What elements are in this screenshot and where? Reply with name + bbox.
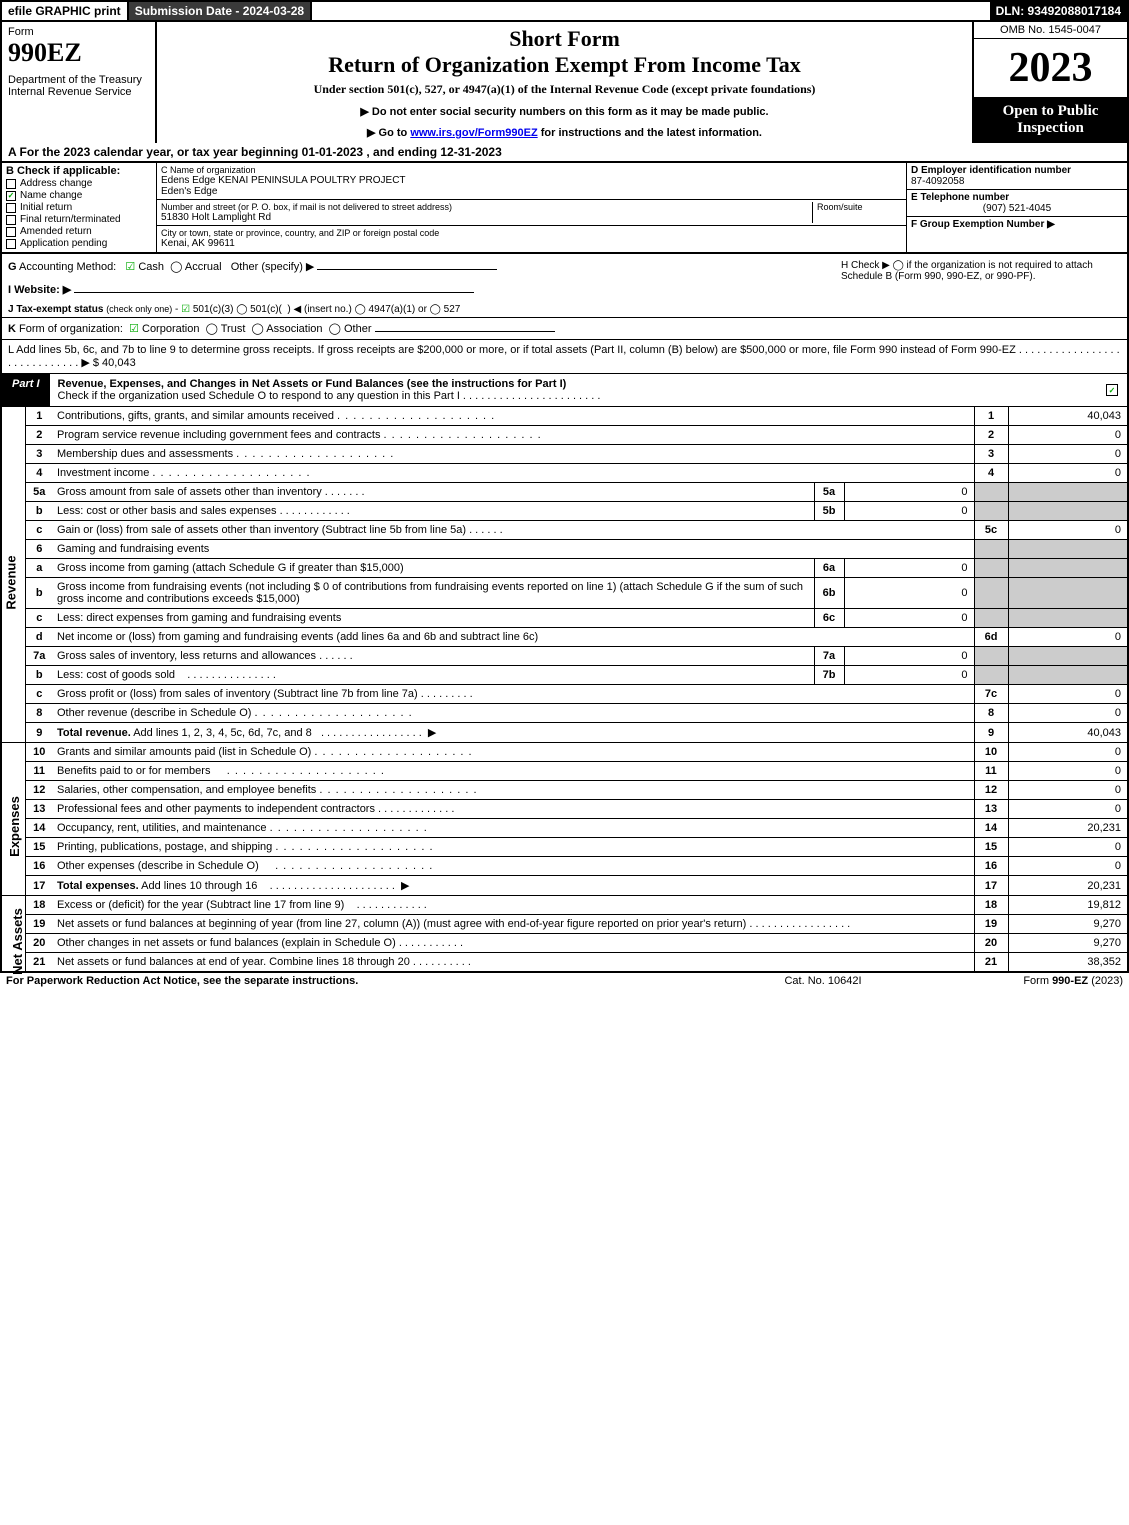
footer: For Paperwork Reduction Act Notice, see … [0, 973, 1129, 989]
irs-link[interactable]: www.irs.gov/Form990EZ [410, 127, 537, 139]
check-initial-return[interactable] [6, 203, 16, 213]
row-k: K Form of organization: ☑ Corporation ◯ … [0, 318, 1129, 340]
row-l-text: L Add lines 5b, 6c, and 7b to line 9 to … [8, 344, 1120, 369]
section-def: D Employer identification number 87-4092… [907, 163, 1127, 252]
box-1: 1 [974, 407, 1008, 426]
title-return: Return of Organization Exempt From Incom… [161, 52, 968, 78]
instr-ssn: ▶ Do not enter social security numbers o… [161, 105, 968, 118]
org-name-label: C Name of organization [161, 165, 902, 175]
label-initial-return: Initial return [20, 202, 72, 213]
netassets-side-label: Net Assets [1, 896, 25, 973]
efile-print-label[interactable]: efile GRAPHIC print [2, 2, 129, 20]
check-address-change[interactable] [6, 179, 16, 189]
form-label: Form [8, 26, 149, 38]
street-label: Number and street (or P. O. box, if mail… [161, 202, 812, 212]
section-b-label: B Check if applicable: [6, 165, 152, 177]
label-final-return: Final return/terminated [20, 214, 121, 225]
part1-title: Revenue, Expenses, and Changes in Net As… [50, 374, 1097, 406]
ein-value: 87-4092058 [911, 176, 1123, 187]
instr-link: ▶ Go to www.irs.gov/Form990EZ for instru… [161, 126, 968, 139]
submission-date: Submission Date - 2024-03-28 [129, 2, 312, 20]
check-application-pending[interactable] [6, 239, 16, 249]
label-amended-return: Amended return [20, 226, 92, 237]
footer-left: For Paperwork Reduction Act Notice, see … [6, 975, 723, 987]
part1-header: Part I Revenue, Expenses, and Changes in… [0, 374, 1129, 407]
val-1: 40,043 [1008, 407, 1128, 426]
city-value: Kenai, AK 99611 [161, 238, 902, 249]
section-c: C Name of organization Edens Edge KENAI … [157, 163, 907, 252]
label-application-pending: Application pending [20, 238, 107, 249]
revenue-side-label: Revenue [1, 407, 25, 743]
label-address-change: Address change [20, 178, 92, 189]
check-amended-return[interactable] [6, 227, 16, 237]
room-label: Room/suite [817, 202, 902, 212]
footer-right: Form 990-EZ (2023) [923, 975, 1123, 987]
footer-center: Cat. No. 10642I [723, 975, 923, 987]
open-inspection: Open to Public Inspection [974, 97, 1127, 143]
section-h: H Check ▶ ◯ if the organization is not r… [841, 260, 1121, 296]
website-row: I Website: ▶ [8, 283, 841, 296]
omb-number: OMB No. 1545-0047 [974, 22, 1127, 39]
ln-1: 1 [25, 407, 53, 426]
row-gh: G Accounting Method: ☑ Cash ◯ Accrual Ot… [0, 254, 1129, 302]
top-bar: efile GRAPHIC print Submission Date - 20… [0, 0, 1129, 22]
part1-check-text: Check if the organization used Schedule … [58, 390, 601, 402]
row-l-value: $ 40,043 [93, 357, 136, 369]
title-short-form: Short Form [161, 26, 968, 52]
header-right: OMB No. 1545-0047 2023 Open to Public In… [972, 22, 1127, 143]
form-number: 990EZ [8, 38, 149, 68]
header-left: Form 990EZ Department of the Treasury In… [2, 22, 157, 143]
section-b: B Check if applicable: Address change ✓ N… [2, 163, 157, 252]
desc-1: Contributions, gifts, grants, and simila… [53, 407, 974, 426]
phone-label: E Telephone number [911, 192, 1123, 203]
org-name-2: Eden's Edge [161, 186, 902, 197]
form-header: Form 990EZ Department of the Treasury In… [0, 22, 1129, 143]
accounting-method: G Accounting Method: ☑ Cash ◯ Accrual Ot… [8, 260, 841, 273]
dln-label: DLN: 93492088017184 [990, 2, 1127, 20]
ein-label: D Employer identification number [911, 165, 1123, 176]
tax-year: 2023 [974, 39, 1127, 97]
subtitle: Under section 501(c), 527, or 4947(a)(1)… [161, 82, 968, 97]
part1-label: Part I [2, 374, 50, 406]
label-name-change: Name change [20, 190, 82, 201]
phone-value: (907) 521-4045 [911, 203, 1123, 214]
expenses-side-label: Expenses [1, 743, 25, 896]
main-table: Revenue 1 Contributions, gifts, grants, … [0, 407, 1129, 973]
part1-check[interactable]: ✓ [1106, 384, 1118, 396]
dept-label: Department of the Treasury Internal Reve… [8, 74, 149, 98]
topbar-spacer [312, 2, 989, 20]
check-final-return[interactable] [6, 215, 16, 225]
section-a: A For the 2023 calendar year, or tax yea… [0, 143, 1129, 163]
header-center: Short Form Return of Organization Exempt… [157, 22, 972, 143]
org-name-1: Edens Edge KENAI PENINSULA POULTRY PROJE… [161, 175, 902, 186]
row-j: J Tax-exempt status (check only one) - ☑… [0, 302, 1129, 318]
info-grid: B Check if applicable: Address change ✓ N… [0, 163, 1129, 254]
city-label: City or town, state or province, country… [161, 228, 902, 238]
check-name-change[interactable]: ✓ [6, 191, 16, 201]
street-value: 51830 Holt Lamplight Rd [161, 212, 812, 223]
group-exempt-label: F Group Exemption Number ▶ [911, 219, 1055, 230]
row-l: L Add lines 5b, 6c, and 7b to line 9 to … [0, 340, 1129, 374]
